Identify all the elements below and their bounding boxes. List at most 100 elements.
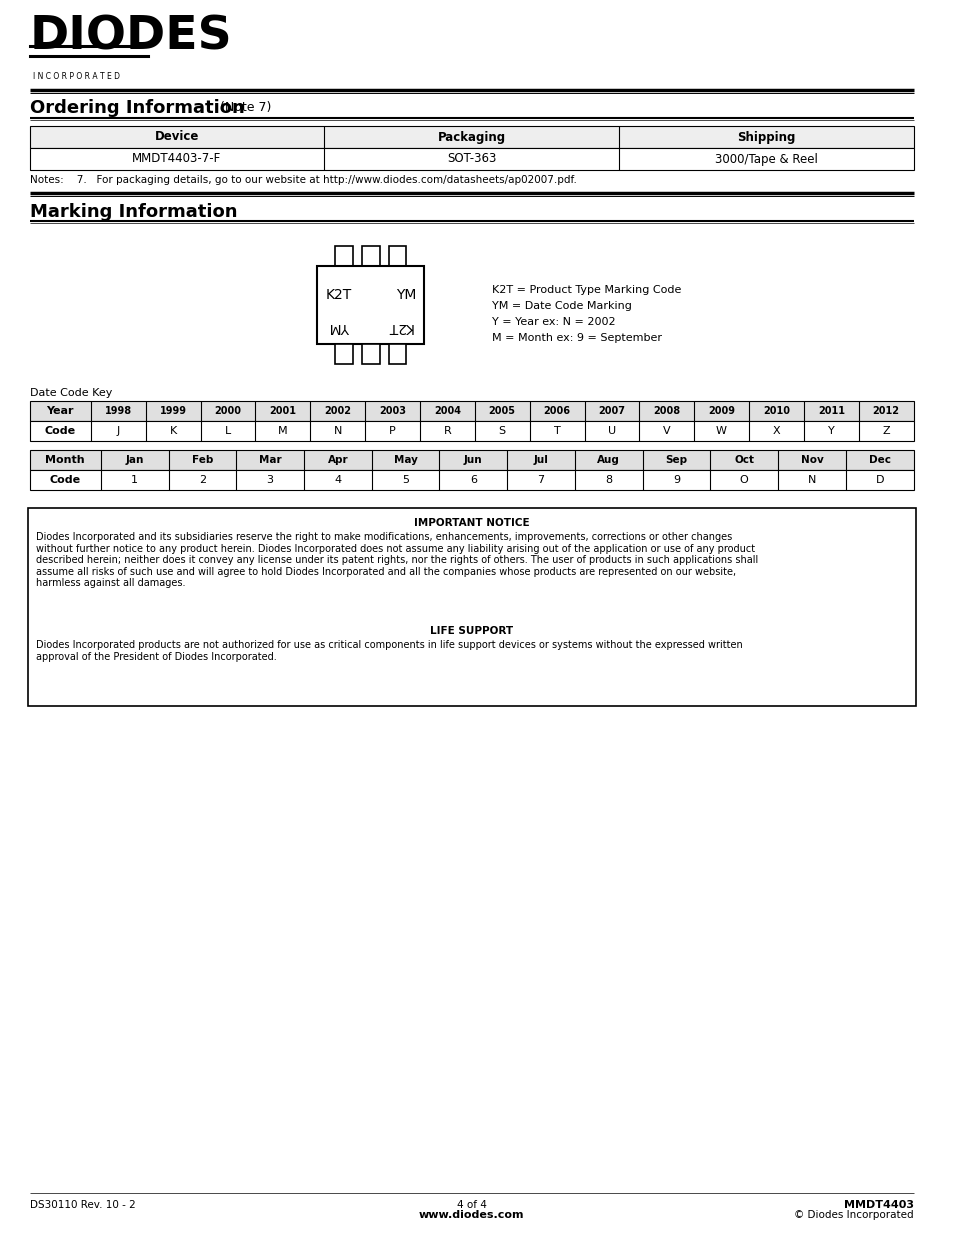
Text: Jun: Jun xyxy=(463,454,482,466)
Bar xyxy=(388,345,406,364)
Text: 2012: 2012 xyxy=(872,406,899,416)
Text: K2T = Product Type Marking Code: K2T = Product Type Marking Code xyxy=(492,285,681,295)
Text: Shipping: Shipping xyxy=(737,131,795,143)
Text: LIFE SUPPORT: LIFE SUPPORT xyxy=(430,626,513,636)
Text: Jul: Jul xyxy=(533,454,548,466)
Text: 1999: 1999 xyxy=(159,406,187,416)
Text: Oct: Oct xyxy=(734,454,754,466)
Text: 5: 5 xyxy=(401,475,409,485)
Text: 6: 6 xyxy=(469,475,476,485)
Text: Apr: Apr xyxy=(327,454,348,466)
Bar xyxy=(30,148,913,170)
Text: 2003: 2003 xyxy=(378,406,406,416)
Text: Diodes Incorporated and its subsidiaries reserve the right to make modifications: Diodes Incorporated and its subsidiaries… xyxy=(35,532,757,588)
Text: MMDT4403-7-F: MMDT4403-7-F xyxy=(132,152,221,165)
Bar xyxy=(317,266,424,345)
Text: 3: 3 xyxy=(267,475,274,485)
Bar xyxy=(335,345,353,364)
Text: DIODES: DIODES xyxy=(30,15,233,61)
Text: Code: Code xyxy=(50,475,81,485)
Bar xyxy=(361,246,379,266)
Text: Notes:    7.   For packaging details, go to our website at http://www.diodes.com: Notes: 7. For packaging details, go to o… xyxy=(30,175,576,185)
Text: © Diodes Incorporated: © Diodes Incorporated xyxy=(793,1210,913,1220)
Text: Dec: Dec xyxy=(868,454,890,466)
Text: YM = Date Code Marking: YM = Date Code Marking xyxy=(492,301,632,311)
Text: V: V xyxy=(662,426,670,436)
Text: Year: Year xyxy=(47,406,74,416)
Text: M = Month ex: 9 = September: M = Month ex: 9 = September xyxy=(492,333,661,343)
Text: DS30110 Rev. 10 - 2: DS30110 Rev. 10 - 2 xyxy=(30,1200,135,1210)
Text: Z: Z xyxy=(882,426,889,436)
Text: 2000: 2000 xyxy=(214,406,241,416)
Text: Nov: Nov xyxy=(800,454,822,466)
Text: S: S xyxy=(498,426,505,436)
Text: Y = Year ex: N = 2002: Y = Year ex: N = 2002 xyxy=(492,317,616,327)
Text: N: N xyxy=(334,426,341,436)
Bar xyxy=(28,508,915,706)
Text: Code: Code xyxy=(45,426,76,436)
Text: R: R xyxy=(443,426,451,436)
Text: 2006: 2006 xyxy=(543,406,570,416)
Text: Sep: Sep xyxy=(665,454,687,466)
Text: 8: 8 xyxy=(604,475,612,485)
Text: 2010: 2010 xyxy=(762,406,789,416)
Text: 4: 4 xyxy=(334,475,341,485)
Text: Month: Month xyxy=(46,454,85,466)
Text: Device: Device xyxy=(154,131,199,143)
Bar xyxy=(335,246,353,266)
Text: Marking Information: Marking Information xyxy=(30,203,237,221)
Text: I N C O R P O R A T E D: I N C O R P O R A T E D xyxy=(32,72,119,82)
Text: 1998: 1998 xyxy=(105,406,132,416)
Text: 2001: 2001 xyxy=(269,406,296,416)
Text: W: W xyxy=(716,426,726,436)
Text: K2T: K2T xyxy=(325,288,351,303)
Text: 3000/Tape & Reel: 3000/Tape & Reel xyxy=(714,152,817,165)
Text: Y: Y xyxy=(827,426,834,436)
Text: SOT-363: SOT-363 xyxy=(446,152,496,165)
Text: U: U xyxy=(607,426,616,436)
Text: IMPORTANT NOTICE: IMPORTANT NOTICE xyxy=(414,517,529,529)
Text: P: P xyxy=(389,426,395,436)
Text: 2008: 2008 xyxy=(653,406,679,416)
Text: 4 of 4: 4 of 4 xyxy=(456,1200,486,1210)
Text: YM: YM xyxy=(395,288,416,303)
Text: O: O xyxy=(740,475,748,485)
Text: 2004: 2004 xyxy=(434,406,460,416)
Text: T: T xyxy=(553,426,559,436)
Bar xyxy=(361,345,379,364)
Text: K2T: K2T xyxy=(386,320,412,333)
Text: Ordering Information: Ordering Information xyxy=(30,99,244,117)
Bar xyxy=(388,246,406,266)
Bar xyxy=(30,126,913,148)
Text: X: X xyxy=(772,426,780,436)
Text: Diodes Incorporated products are not authorized for use as critical components i: Diodes Incorporated products are not aut… xyxy=(35,640,741,662)
Text: May: May xyxy=(394,454,417,466)
Text: L: L xyxy=(225,426,231,436)
Text: ™: ™ xyxy=(151,20,158,28)
Text: Date Code Key: Date Code Key xyxy=(30,388,112,398)
Text: 2005: 2005 xyxy=(488,406,516,416)
Text: 2: 2 xyxy=(198,475,206,485)
Text: (Note 7): (Note 7) xyxy=(220,101,272,114)
Text: Jan: Jan xyxy=(126,454,144,466)
Bar xyxy=(30,471,913,490)
Text: D: D xyxy=(875,475,883,485)
Text: YM: YM xyxy=(329,320,349,333)
Bar xyxy=(30,450,913,471)
Text: M: M xyxy=(277,426,288,436)
Text: Packaging: Packaging xyxy=(437,131,505,143)
Text: MMDT4403: MMDT4403 xyxy=(842,1200,913,1210)
Text: 7: 7 xyxy=(537,475,544,485)
Text: 2011: 2011 xyxy=(817,406,844,416)
Text: 9: 9 xyxy=(672,475,679,485)
Text: www.diodes.com: www.diodes.com xyxy=(418,1210,524,1220)
Text: Feb: Feb xyxy=(192,454,213,466)
Text: 2009: 2009 xyxy=(707,406,735,416)
Text: Mar: Mar xyxy=(258,454,281,466)
Text: N: N xyxy=(807,475,815,485)
Text: 2007: 2007 xyxy=(598,406,625,416)
Text: 2002: 2002 xyxy=(324,406,351,416)
Text: Aug: Aug xyxy=(597,454,619,466)
Text: K: K xyxy=(170,426,176,436)
Text: 1: 1 xyxy=(132,475,138,485)
